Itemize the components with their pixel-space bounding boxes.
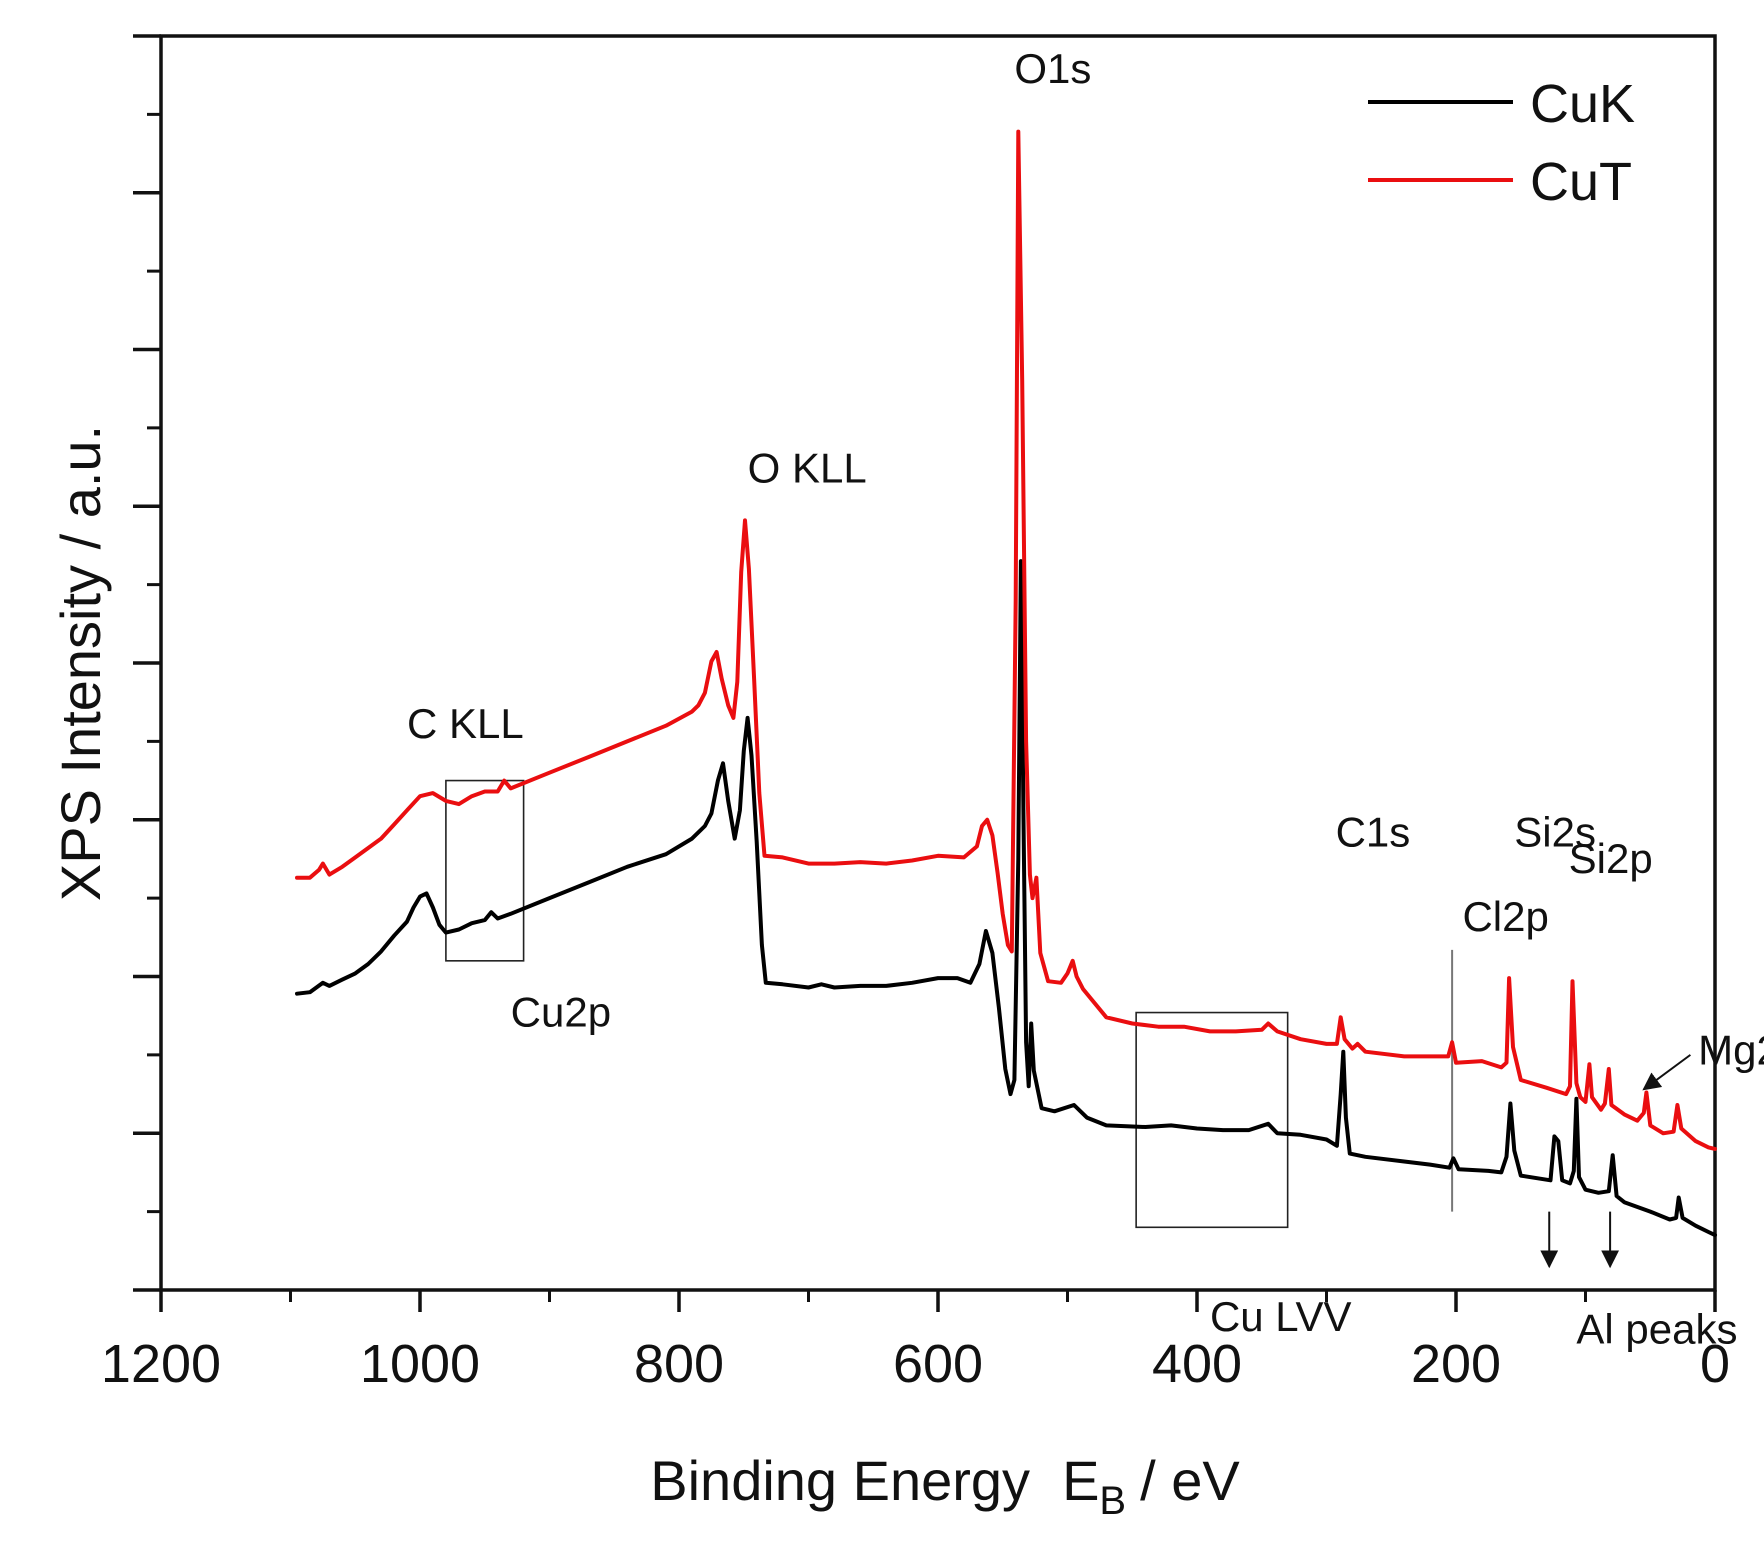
- mg2p-arrow: [1642, 1054, 1691, 1091]
- x-tick-label: 200: [1411, 1334, 1501, 1394]
- annotation-si2s: Si2s: [1514, 808, 1596, 855]
- annotation-mg2p: Mg2p: [1698, 1026, 1764, 1073]
- annotation-o1s: O1s: [1014, 45, 1091, 92]
- annotation-c1s: C1s: [1336, 808, 1411, 855]
- x-axis-title: Binding Energy EB / eV: [650, 1449, 1240, 1523]
- x-tick-label: 800: [634, 1334, 724, 1394]
- legend: CuK CuT: [1368, 74, 1635, 212]
- annotation-cu2p: Cu2p: [511, 989, 611, 1036]
- annotation-cu-lvv: Cu LVV: [1210, 1293, 1352, 1340]
- series-line-cuk: [295, 559, 1717, 1238]
- x-tick-label: 0: [1700, 1334, 1730, 1394]
- x-tick-label: 1200: [101, 1334, 221, 1394]
- annotation-o-kll: O KLL: [748, 445, 867, 492]
- y-axis-title: XPS Intensity / a.u.: [49, 425, 112, 901]
- plot-frame: [159, 34, 1717, 1292]
- x-tick-label: 1000: [360, 1334, 480, 1394]
- x-tick-label: 400: [1152, 1334, 1242, 1394]
- legend-label-cut: CuT: [1530, 152, 1632, 212]
- legend-label-cuk: CuK: [1530, 74, 1635, 134]
- annotation-cl2p: Cl2p: [1462, 893, 1548, 940]
- x-tick-label: 600: [893, 1334, 983, 1394]
- cu2p-box: [445, 779, 525, 962]
- cu-lvv-box: [1135, 1011, 1289, 1229]
- x-axis-title-subscript: B: [1099, 1479, 1126, 1523]
- annotation-al-peaks: Al peaks: [1576, 1305, 1737, 1352]
- series-line-cut: [295, 129, 1717, 1151]
- x-axis-title-unit: / eV: [1140, 1449, 1240, 1512]
- x-axis-title-symbol: E: [1062, 1449, 1099, 1512]
- x-axis-title-label: Binding Energy: [650, 1449, 1030, 1512]
- annotation-si2p: Si2p: [1569, 835, 1653, 882]
- annotation-c-kll: C KLL: [407, 700, 524, 747]
